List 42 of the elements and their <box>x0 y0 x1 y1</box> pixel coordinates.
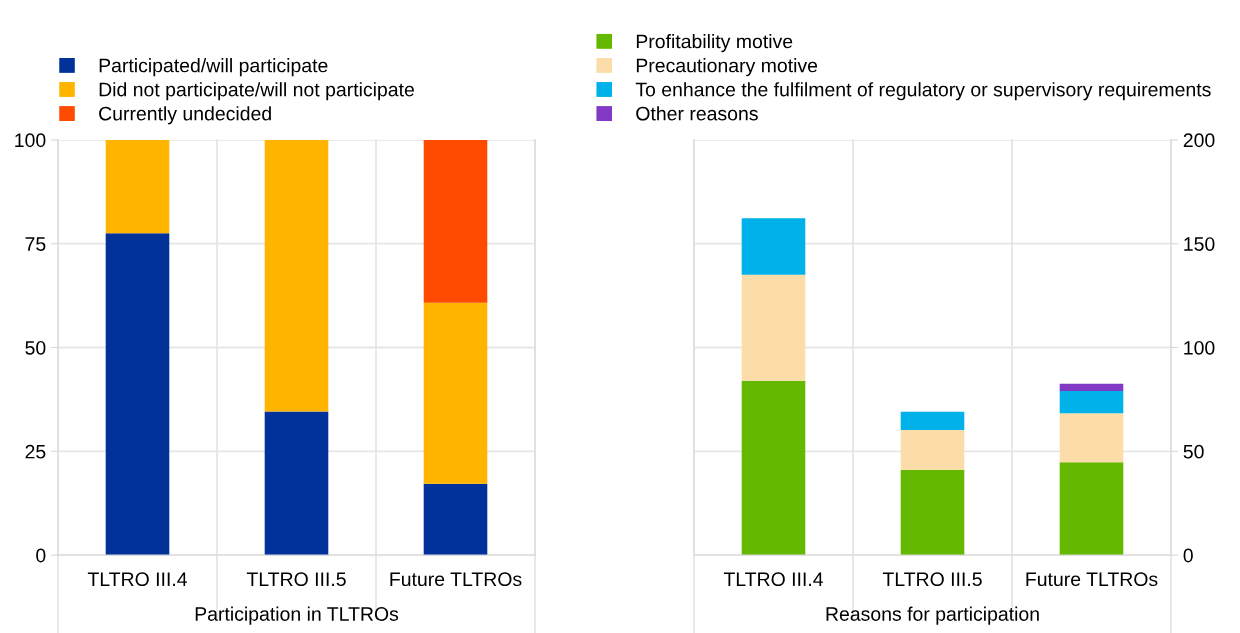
legend-label: Other reasons <box>636 106 758 121</box>
bar <box>1059 390 1124 414</box>
legend-label: Participated/will participate <box>99 58 328 77</box>
bar <box>1059 462 1124 556</box>
bar <box>900 429 965 470</box>
y2-tick-label: 150 <box>1184 237 1215 251</box>
x-tick-label: TLTRO III.5 <box>882 572 982 587</box>
bar <box>264 139 329 412</box>
bar <box>741 380 806 556</box>
bar <box>264 411 329 556</box>
y-tick-label: 0 <box>36 548 46 563</box>
bar <box>900 469 965 556</box>
bar <box>423 483 488 556</box>
x-tick-label: TLTRO III.5 <box>246 572 346 587</box>
x-tick-label: Future TLTROs <box>1026 572 1158 587</box>
y-tick-label: 75 <box>25 237 46 251</box>
bar <box>900 411 965 430</box>
x-axis-title: Reasons for participation <box>826 606 1039 625</box>
bar <box>1059 383 1124 391</box>
legend-label: Currently undecided <box>99 106 271 125</box>
x-tick-label: TLTRO III.4 <box>723 572 823 587</box>
x-tick-label: Future TLTROs <box>390 572 522 587</box>
bar <box>423 302 488 484</box>
x-axis-title: Participation in TLTROs <box>195 606 399 625</box>
y2-tick-label: 50 <box>1183 444 1204 459</box>
y-tick-label: 100 <box>15 133 46 148</box>
bar <box>105 233 170 556</box>
bar <box>741 218 806 275</box>
legend-label: Precautionary motive <box>636 58 818 77</box>
legend-label: Profitability motive <box>636 34 793 53</box>
legend-label: Did not participate/will not participate <box>99 82 414 101</box>
bar <box>1059 413 1124 463</box>
bar <box>423 139 488 303</box>
x-tick-label: TLTRO III.4 <box>87 572 187 587</box>
y-tick-label: 25 <box>25 444 46 459</box>
bar <box>105 139 170 234</box>
y2-tick-label: 100 <box>1184 340 1215 355</box>
y2-tick-label: 200 <box>1183 133 1215 148</box>
bar <box>741 274 806 381</box>
y-tick-label: 50 <box>25 340 46 355</box>
legend-label: To enhance the fulfilment of regulatory or supervisory requirements <box>635 82 1211 101</box>
y2-tick-label: 0 <box>1183 548 1193 563</box>
